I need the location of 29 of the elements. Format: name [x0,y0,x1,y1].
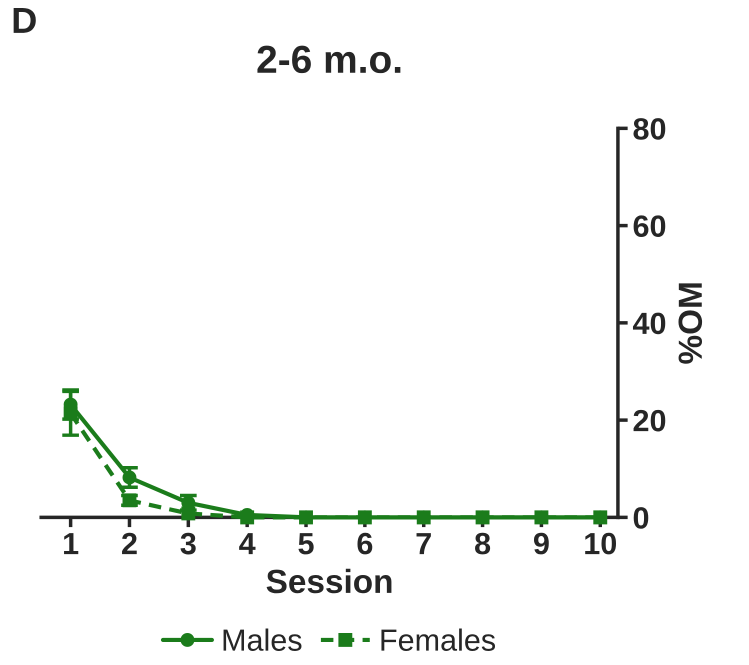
point [358,510,372,524]
x-tick-label: 6 [357,532,372,554]
y-tick-label: 20 [634,410,666,432]
legend-label: Males [224,628,302,651]
y-tick-label: 80 [633,118,666,140]
x-tick-label: 9 [534,532,549,554]
x-tick-label: 8 [475,532,490,554]
legend-label: Females [381,628,496,651]
point [299,510,313,524]
text: D [14,8,36,33]
point [593,510,608,524]
x-axis-title: Session [266,568,392,594]
y-axis-title: %OM [678,283,702,364]
x-tick-label: 5 [298,533,314,554]
y-tick-label: 0 [634,507,648,529]
x-tick-label: 4 [239,533,256,554]
x-tick-label: 3 [180,532,196,554]
x-tick-label: 7 [416,533,431,554]
chart-title: 2-6 m.o. [257,46,400,74]
y-tick-label: 40 [632,312,666,334]
x-tick-label: 10 [585,532,616,554]
point [534,510,548,524]
point [181,506,196,520]
point [416,510,431,524]
point [476,510,490,524]
x-tick-label: 2 [122,532,137,554]
x-tick-label: 1 [64,533,78,554]
point [240,510,254,524]
y-tick-label: 60 [634,215,666,237]
